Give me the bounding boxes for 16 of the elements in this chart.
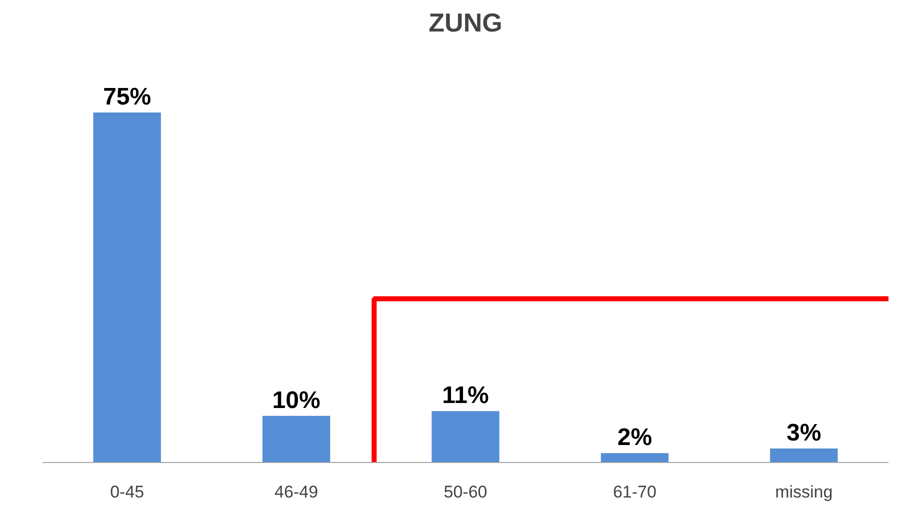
data-label: 2% — [617, 424, 652, 452]
x-tick-label: 46-49 — [274, 482, 318, 502]
x-tick-label: 61-70 — [612, 482, 656, 502]
bar — [262, 416, 330, 462]
data-label: 10% — [272, 386, 320, 414]
x-tick-label: 0-45 — [110, 482, 144, 502]
data-label: 75% — [103, 84, 152, 110]
data-label: 11% — [442, 382, 489, 410]
chart-title: ZUNG — [428, 8, 502, 38]
bar — [600, 453, 669, 462]
x-tick-label: 50-60 — [444, 482, 488, 502]
bar — [432, 411, 500, 462]
data-label: 3% — [786, 420, 822, 446]
bar — [93, 112, 161, 462]
x-tick-label: missing — [775, 482, 833, 502]
bar — [770, 448, 838, 462]
